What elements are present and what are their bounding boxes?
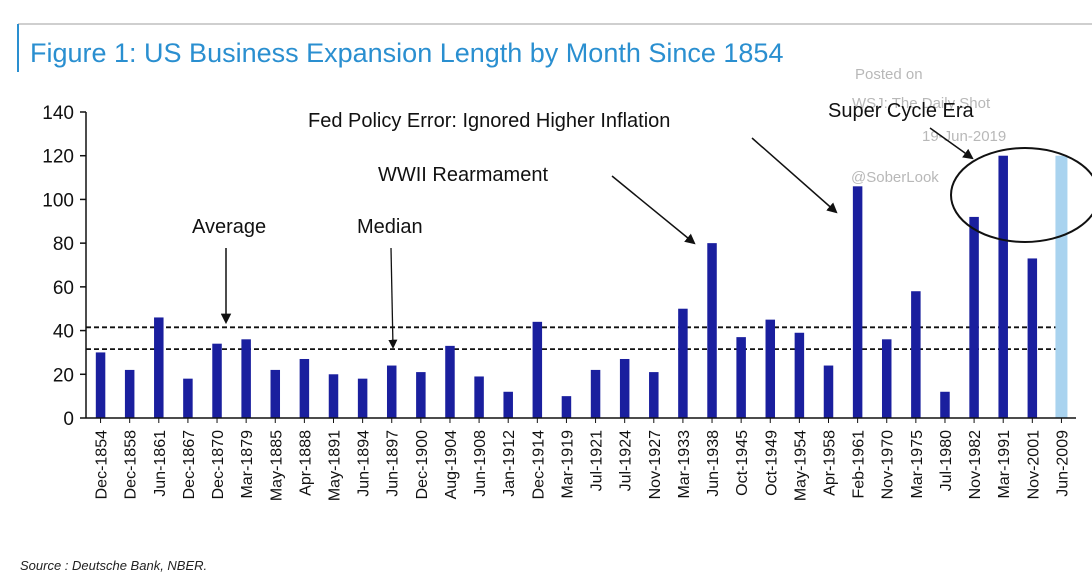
watermark-line-4: @SoberLook	[851, 169, 939, 186]
bar-jun-1938	[707, 243, 717, 418]
x-tick-label: Nov-1982	[967, 430, 984, 499]
bar-mar-1991	[998, 155, 1008, 418]
x-tick-label: Jan-1912	[501, 430, 518, 497]
bar-mar-1933	[678, 308, 688, 418]
annotation-fed: Fed Policy Error: Ignored Higher Inflati…	[308, 110, 670, 132]
y-tick-label: 20	[53, 365, 74, 386]
y-tick-label: 140	[42, 103, 74, 124]
super-cycle-circle	[950, 147, 1092, 243]
x-tick-label: Oct-1949	[763, 430, 780, 496]
x-tick-label: Jun-1894	[356, 430, 373, 497]
bar-jan-1912	[503, 391, 513, 418]
x-tick-label: Dec-1858	[123, 430, 140, 499]
x-tick-label: Dec-1900	[414, 430, 431, 499]
bar-jul-1980	[940, 391, 950, 418]
chart-title: Figure 1: US Business Expansion Length b…	[30, 38, 783, 68]
bar-mar-1919	[561, 396, 572, 418]
x-tick-label: Apr-1958	[822, 430, 839, 496]
x-tick-label: Nov-1927	[647, 430, 664, 499]
watermark-line-1: Posted on	[855, 66, 923, 83]
y-tick-label: 80	[53, 234, 74, 255]
bar-oct-1945	[736, 337, 746, 418]
y-tick-label: 0	[63, 409, 74, 430]
bar-nov-1970	[881, 339, 892, 418]
bars	[95, 155, 1068, 418]
y-axis: 0 20 40 60 80 100 120 140	[42, 103, 86, 430]
bar-nov-2001	[1027, 258, 1038, 418]
bar-dec-1867	[183, 378, 193, 418]
arrow-wwii	[611, 175, 696, 245]
watermark-line-3: 19-Jun-2019	[922, 128, 1006, 145]
bar-mar-1975	[911, 291, 921, 418]
x-tick-label: May-1954	[792, 430, 809, 501]
x-tick-label: Jul-1924	[618, 430, 635, 491]
x-tick-label: May-1885	[268, 430, 285, 501]
x-tick-label: Jun-1908	[472, 430, 489, 497]
bar-jun-1894	[357, 378, 368, 418]
x-tick-label: Dec-1867	[181, 430, 198, 499]
x-tick-label: May-1891	[327, 430, 344, 501]
x-tick-label: Jun-1938	[705, 430, 722, 497]
bar-dec-1854	[95, 352, 106, 418]
x-tick-label: Dec-1870	[210, 430, 227, 499]
bar-jul-1921	[590, 369, 601, 418]
x-tick-label: Aug-1904	[443, 430, 460, 499]
bar-jun-2009	[1055, 155, 1068, 418]
bar-oct-1949	[765, 319, 776, 418]
x-tick-label: Jun-1861	[152, 430, 169, 497]
bar-mar-1879	[241, 339, 251, 418]
bar-dec-1858	[124, 369, 135, 418]
bar-jun-1861	[154, 317, 164, 418]
bar-dec-1900	[416, 372, 426, 418]
x-tick-label: Feb-1961	[851, 430, 868, 499]
annotation-wwii: WWII Rearmament	[378, 164, 548, 186]
y-tick-label: 40	[53, 322, 74, 343]
y-tick-label: 60	[53, 278, 74, 299]
annotation-median: Median	[357, 216, 423, 238]
annotation-average: Average	[192, 216, 266, 238]
bar-may-1885	[270, 369, 281, 418]
x-tick-label: Jun-2009	[1054, 430, 1071, 497]
x-tick-label: Jul-1921	[589, 430, 606, 491]
x-tick-label: Dec-1914	[530, 430, 547, 499]
bar-feb-1961	[852, 186, 863, 418]
bar-jun-1908	[474, 376, 484, 418]
x-tick-label: Mar-1933	[676, 430, 693, 499]
bar-may-1891	[328, 374, 339, 418]
watermark: Posted on WSJ: The Daily Shot 19-Jun-201…	[851, 66, 1006, 186]
bar-nov-1927	[649, 372, 659, 418]
y-tick-label: 120	[42, 147, 74, 168]
x-tick-label: Mar-1975	[909, 430, 926, 499]
annotation-super-cycle: Super Cycle Era	[828, 100, 974, 122]
x-tick-label: Dec-1854	[94, 430, 111, 499]
arrow-fed	[751, 137, 838, 214]
x-tick-label: Apr-1888	[297, 430, 314, 496]
source-note: Source : Deutsche Bank, NBER.	[20, 558, 207, 573]
bar-jul-1924	[619, 358, 630, 418]
x-tick-label: Oct-1945	[734, 430, 751, 496]
x-tick-label: Mar-1991	[996, 430, 1013, 499]
bar-apr-1888	[299, 358, 310, 418]
x-tick-label: Mar-1919	[559, 430, 576, 499]
bar-nov-1982	[969, 216, 979, 418]
x-tick-label: Jul-1980	[938, 430, 955, 491]
arrow-super-cycle	[929, 127, 974, 160]
watermark-line-2: WSJ: The Daily Shot	[852, 95, 991, 112]
bar-apr-1958	[823, 365, 834, 418]
bar-dec-1870	[212, 343, 222, 418]
bar-may-1954	[794, 332, 805, 418]
x-tick-label: Nov-1970	[880, 430, 897, 499]
x-tick-label: Jun-1897	[385, 430, 402, 497]
x-tick-label: Nov-2001	[1025, 430, 1042, 499]
bar-dec-1914	[532, 321, 543, 418]
bar-aug-1904	[445, 345, 455, 418]
arrow-median	[388, 247, 398, 349]
bar-jun-1897	[386, 365, 397, 418]
x-tick-label: Mar-1879	[239, 430, 256, 499]
x-axis-labels: Dec-1854 Dec-1858 Jun-1861 Dec-1867 Dec-1870…	[94, 418, 1071, 501]
y-tick-label: 100	[42, 190, 74, 211]
